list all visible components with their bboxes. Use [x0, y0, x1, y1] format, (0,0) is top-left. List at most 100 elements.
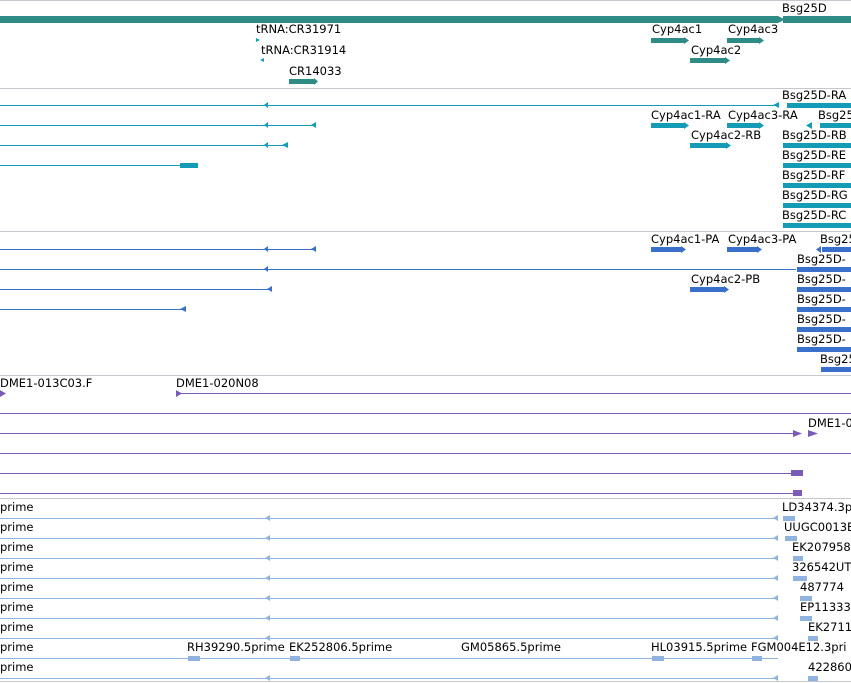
est-line[interactable] — [0, 618, 778, 619]
est-label[interactable]: prime — [0, 580, 34, 594]
cds-label[interactable]: Bsg25D- — [797, 292, 846, 306]
transcript-label[interactable]: Bsg25D-RE — [782, 148, 847, 162]
cds-exon[interactable] — [797, 347, 851, 352]
clone-end[interactable] — [793, 490, 802, 496]
cds-exon[interactable] — [797, 287, 851, 292]
est-label[interactable]: 326542UT — [792, 560, 851, 574]
cds-line[interactable] — [0, 269, 796, 270]
transcript-label[interactable]: Cyp4ac3-RA — [728, 108, 798, 122]
transcript-label[interactable]: Cyp4ac1-RA — [651, 108, 721, 122]
cds-exon[interactable] — [822, 247, 851, 252]
gene-label[interactable]: tRNA:CR31971 — [256, 22, 342, 36]
gene-cr14033[interactable] — [289, 79, 314, 84]
gene-cyp4ac2[interactable] — [690, 58, 725, 63]
transcript-line[interactable] — [0, 105, 778, 106]
est-label[interactable]: prime — [0, 500, 34, 514]
transcript-label[interactable]: Bsg25D-RG — [782, 188, 848, 202]
transcript-exon[interactable] — [787, 103, 851, 108]
transcript-exon[interactable] — [820, 123, 851, 128]
clone-label[interactable]: DME1-0 — [808, 416, 851, 430]
cds-label[interactable]: Bsg25 — [820, 352, 851, 366]
est-line[interactable] — [0, 658, 778, 659]
cds-label[interactable]: Bsg25D- — [797, 252, 846, 266]
gene-label[interactable]: Cyp4ac1 — [652, 22, 703, 36]
est-line[interactable] — [0, 638, 778, 639]
gene-bsg25d[interactable] — [783, 16, 851, 23]
gene-span-left[interactable] — [0, 16, 778, 23]
transcript-exon[interactable] — [690, 143, 726, 148]
gene-cyp4ac3[interactable] — [727, 38, 759, 43]
transcript-exon[interactable] — [783, 223, 851, 228]
cds-exon[interactable] — [690, 287, 724, 292]
transcript-exon[interactable] — [727, 123, 759, 128]
clone-label[interactable]: DME1-013C03.F — [0, 376, 93, 390]
cds-exon[interactable] — [821, 367, 851, 372]
gene-label[interactable]: CR14033 — [289, 64, 342, 78]
transcript-label[interactable]: Bsg25 — [818, 108, 851, 122]
cds-line[interactable] — [0, 249, 316, 250]
est-line[interactable] — [0, 598, 778, 599]
est-label[interactable]: EK252806.5prime — [289, 640, 393, 654]
clone-end[interactable] — [791, 470, 803, 476]
transcript-line[interactable] — [0, 165, 198, 166]
cds-label[interactable]: Cyp4ac1-PA — [651, 232, 720, 246]
clone-line[interactable] — [0, 453, 851, 454]
est-label[interactable]: EK2711 — [808, 620, 851, 634]
transcript-label[interactable]: Cyp4ac2-RB — [691, 128, 762, 142]
gene-label[interactable]: tRNA:CR31914 — [261, 43, 347, 57]
est-label[interactable]: LD34374.3p — [782, 500, 851, 514]
transcript-exon[interactable] — [783, 183, 851, 188]
cds-exon[interactable] — [797, 267, 851, 272]
gene-label[interactable]: Bsg25D — [782, 1, 827, 15]
clone-line[interactable] — [180, 393, 851, 394]
transcript-label[interactable]: Bsg25D-RF — [782, 168, 846, 182]
est-label[interactable]: prime — [0, 620, 34, 634]
clone-line[interactable] — [0, 493, 800, 494]
est-label[interactable]: prime — [0, 560, 34, 574]
est-line[interactable] — [0, 578, 778, 579]
transcript-exon[interactable] — [783, 203, 851, 208]
transcript-line[interactable] — [0, 125, 316, 126]
transcript-label[interactable]: Bsg25D-RC — [782, 208, 847, 222]
clone-label[interactable]: DME1-020N08 — [176, 376, 259, 390]
cds-exon[interactable] — [797, 307, 851, 312]
cds-label[interactable]: Bsg25D- — [797, 332, 846, 346]
cds-exon[interactable] — [797, 327, 851, 332]
est-label[interactable]: prime — [0, 520, 34, 534]
est-label[interactable]: GM05865.5prime — [461, 640, 561, 654]
est-label[interactable]: 422860 — [808, 660, 851, 674]
est-label[interactable]: prime — [0, 600, 34, 614]
clone-line[interactable] — [0, 473, 800, 474]
est-label[interactable]: prime — [0, 540, 34, 554]
gene-cyp4ac1[interactable] — [651, 38, 684, 43]
transcript-exon[interactable] — [651, 123, 684, 128]
est-label[interactable]: UUGC0013E — [784, 520, 851, 534]
est-label[interactable]: HL03915.5prime — [651, 640, 748, 654]
transcript-exon[interactable] — [783, 163, 851, 168]
cds-line[interactable] — [0, 289, 272, 290]
transcript-exon[interactable] — [180, 163, 198, 168]
cds-label[interactable]: Cyp4ac2-PB — [691, 272, 761, 286]
cds-exon[interactable] — [651, 247, 681, 252]
transcript-label[interactable]: Bsg25D-RB — [782, 128, 847, 142]
cds-label[interactable]: Bsg25 — [820, 232, 851, 246]
est-label[interactable]: EK207958 — [792, 540, 851, 554]
cds-label[interactable]: Cyp4ac3-PA — [728, 232, 797, 246]
cds-label[interactable]: Bsg25D- — [797, 312, 846, 326]
est-label[interactable]: 487774 — [800, 580, 844, 594]
est-label[interactable]: prime — [0, 660, 34, 674]
cds-exon[interactable] — [727, 247, 757, 252]
est-label[interactable]: FGM004E12.3pri — [751, 640, 847, 654]
est-label[interactable]: prime — [0, 640, 34, 654]
clone-line[interactable] — [0, 413, 851, 414]
clone-line[interactable] — [0, 433, 800, 434]
transcript-line[interactable] — [0, 145, 288, 146]
est-label[interactable]: RH39290.5prime — [187, 640, 285, 654]
est-line[interactable] — [0, 558, 778, 559]
gene-label[interactable]: Cyp4ac2 — [691, 43, 742, 57]
est-label[interactable]: EP11333 — [800, 600, 851, 614]
est-line[interactable] — [0, 518, 778, 519]
est-line[interactable] — [0, 538, 778, 539]
transcript-exon[interactable] — [783, 143, 851, 148]
cds-line[interactable] — [0, 309, 186, 310]
